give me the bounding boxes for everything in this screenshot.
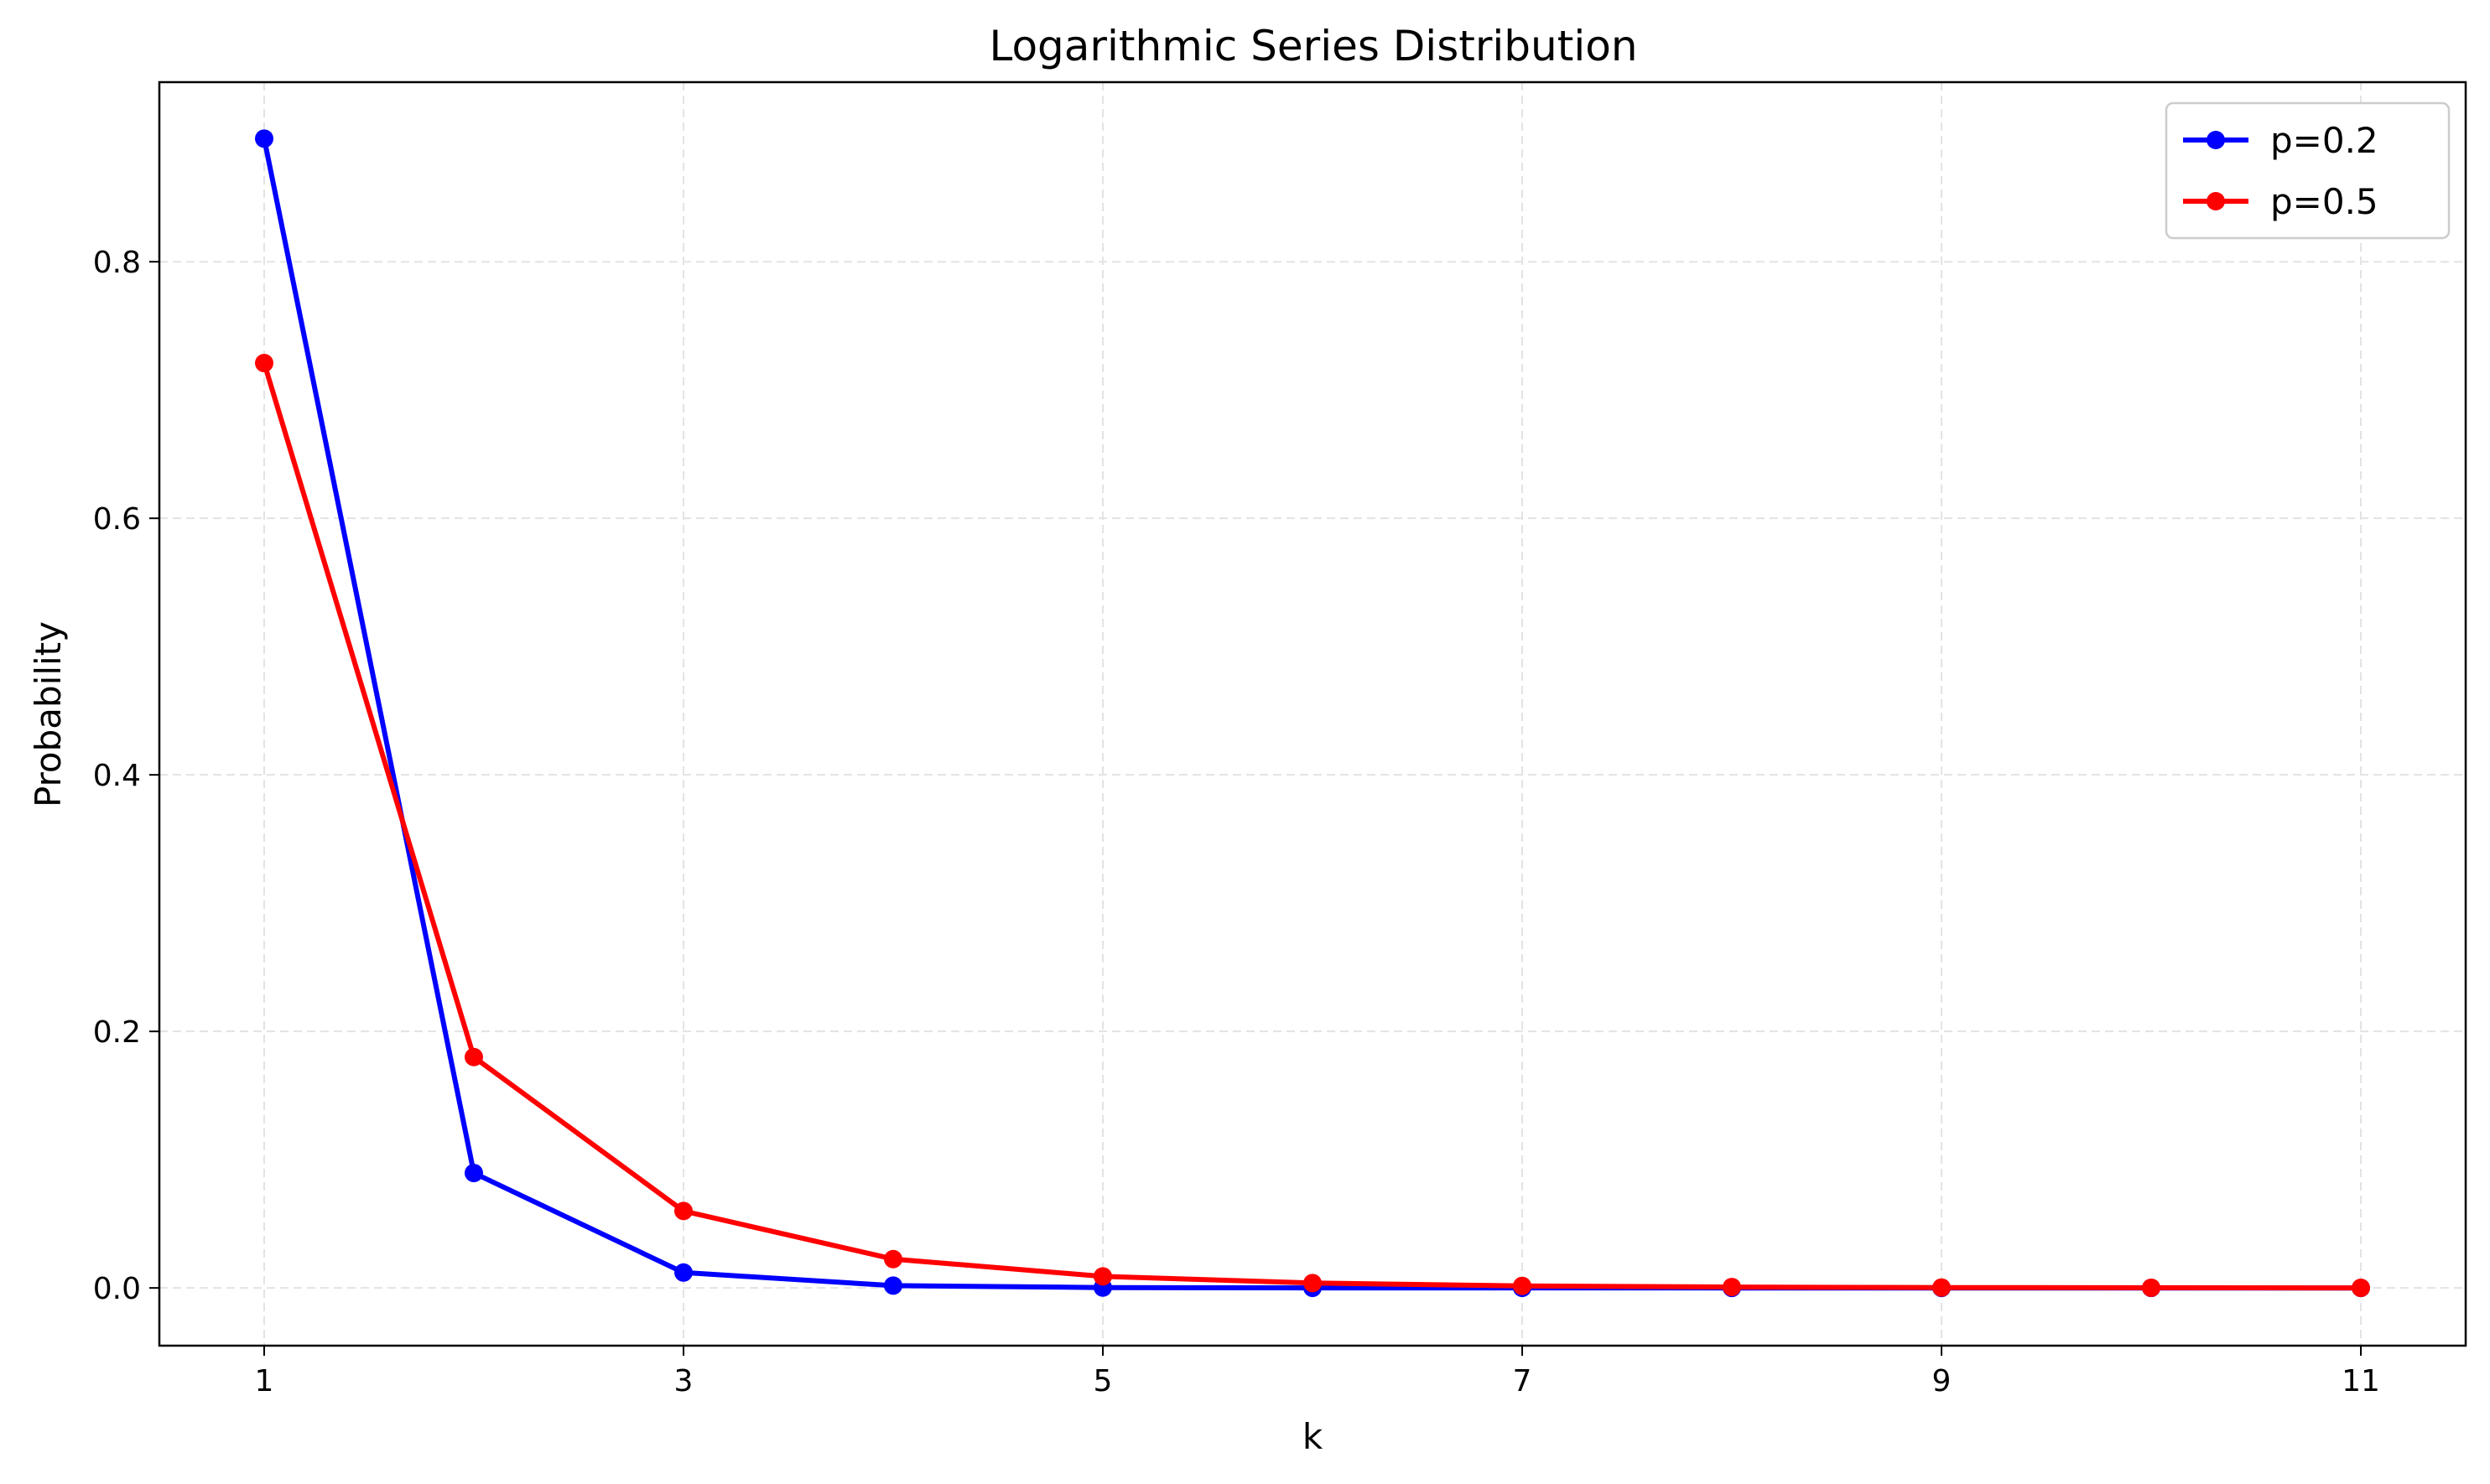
data-point-p-0-5 [1513, 1276, 1531, 1295]
data-point-p-0-2 [884, 1276, 902, 1295]
x-tick-label: 5 [1094, 1364, 1113, 1398]
data-point-p-0-2 [465, 1164, 483, 1183]
chart-title: Logarithmic Series Distribution [989, 22, 1637, 70]
y-tick-label: 0.2 [93, 1015, 141, 1050]
legend-box [2165, 101, 2451, 240]
x-axis-label: k [1302, 1416, 1323, 1457]
legend-marker [2207, 192, 2225, 210]
plot-frame [158, 80, 2467, 1347]
data-point-p-0-5 [2352, 1279, 2370, 1298]
y-tick-label: 0.4 [93, 759, 141, 793]
data-point-p-0-5 [2142, 1278, 2160, 1297]
x-tick-label: 9 [1932, 1364, 1952, 1398]
x-tick-label: 3 [674, 1364, 694, 1398]
data-point-p-0-5 [1932, 1278, 1951, 1297]
data-point-p-0-5 [255, 354, 273, 373]
legend: p=0.2 p=0.5 [2165, 101, 2451, 240]
legend-label: p=0.5 [2270, 181, 2378, 222]
x-tick-label: 11 [2342, 1364, 2380, 1398]
legend-marker [2207, 131, 2225, 149]
axis-ticks: 1 3 5 7 9 11 0.0 0.2 0.4 0.6 0.8 [93, 246, 2380, 1398]
y-axis-label: Probability [28, 621, 69, 807]
y-tick-label: 0.0 [93, 1272, 141, 1306]
data-point-p-0-5 [1303, 1274, 1322, 1293]
data-point-p-0-5 [884, 1249, 902, 1269]
y-tick-label: 0.6 [93, 502, 141, 537]
series-layer [255, 129, 2370, 1298]
data-point-p-0-2 [255, 129, 273, 148]
data-point-p-0-5 [1094, 1267, 1112, 1286]
y-tick-label: 0.8 [93, 246, 141, 280]
data-point-p-0-5 [1723, 1278, 1741, 1297]
x-tick-label: 7 [1513, 1364, 1532, 1398]
legend-label: p=0.2 [2270, 120, 2378, 161]
x-tick-label: 1 [255, 1364, 274, 1398]
data-point-p-0-5 [674, 1201, 693, 1221]
data-point-p-0-2 [674, 1263, 693, 1282]
data-point-p-0-5 [465, 1047, 483, 1066]
